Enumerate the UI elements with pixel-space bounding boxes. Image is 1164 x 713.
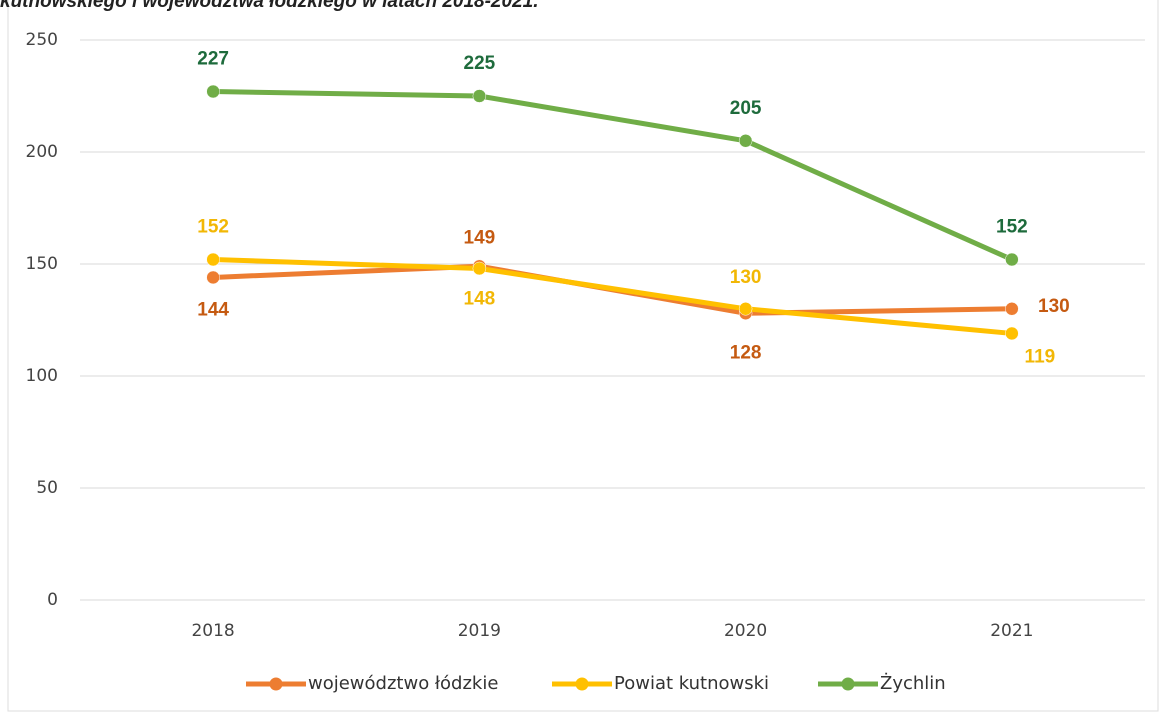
legend-marker xyxy=(841,677,855,691)
y-tick-label: 0 xyxy=(47,590,58,610)
chart-title: kutnowskiego i województwa łódzkiego w l… xyxy=(0,0,538,12)
data-label: 130 xyxy=(1038,296,1070,317)
data-label: 130 xyxy=(730,267,762,288)
data-label: 227 xyxy=(197,49,229,70)
point xyxy=(206,270,220,285)
point xyxy=(472,89,487,103)
data-label: 152 xyxy=(996,217,1028,238)
data-label: 128 xyxy=(730,342,762,363)
legend-label: Żychlin xyxy=(880,673,946,694)
point xyxy=(206,84,220,99)
line xyxy=(213,89,1013,262)
line xyxy=(213,257,1013,336)
x-tick-label: 2020 xyxy=(724,621,767,641)
x-tick-label: 2019 xyxy=(458,621,501,641)
data-label: 148 xyxy=(464,288,496,309)
y-tick-label: 50 xyxy=(36,478,58,498)
legend-marker xyxy=(269,677,283,691)
y-tick-label: 150 xyxy=(26,254,58,274)
point xyxy=(1005,302,1019,316)
data-label: 225 xyxy=(464,53,496,74)
point xyxy=(472,261,487,276)
point xyxy=(206,252,220,267)
x-tick-label: 2021 xyxy=(990,621,1033,641)
data-label: 152 xyxy=(197,217,229,238)
data-label: 205 xyxy=(730,98,762,119)
legend-label: Powiat kutnowski xyxy=(614,673,769,694)
legend-label: województwo łódzkie xyxy=(308,673,498,694)
data-label: 119 xyxy=(1025,346,1056,367)
point xyxy=(738,302,753,316)
data-label: 144 xyxy=(197,299,229,320)
x-tick-label: 2018 xyxy=(191,621,234,641)
point xyxy=(1005,326,1019,341)
legend-marker xyxy=(575,677,589,691)
point xyxy=(1005,252,1019,267)
y-tick-label: 200 xyxy=(26,142,58,162)
chart-frame xyxy=(7,0,1159,712)
y-tick-label: 250 xyxy=(26,30,58,50)
point xyxy=(738,134,753,148)
y-tick-label: 100 xyxy=(26,366,58,386)
data-label: 149 xyxy=(464,227,496,248)
